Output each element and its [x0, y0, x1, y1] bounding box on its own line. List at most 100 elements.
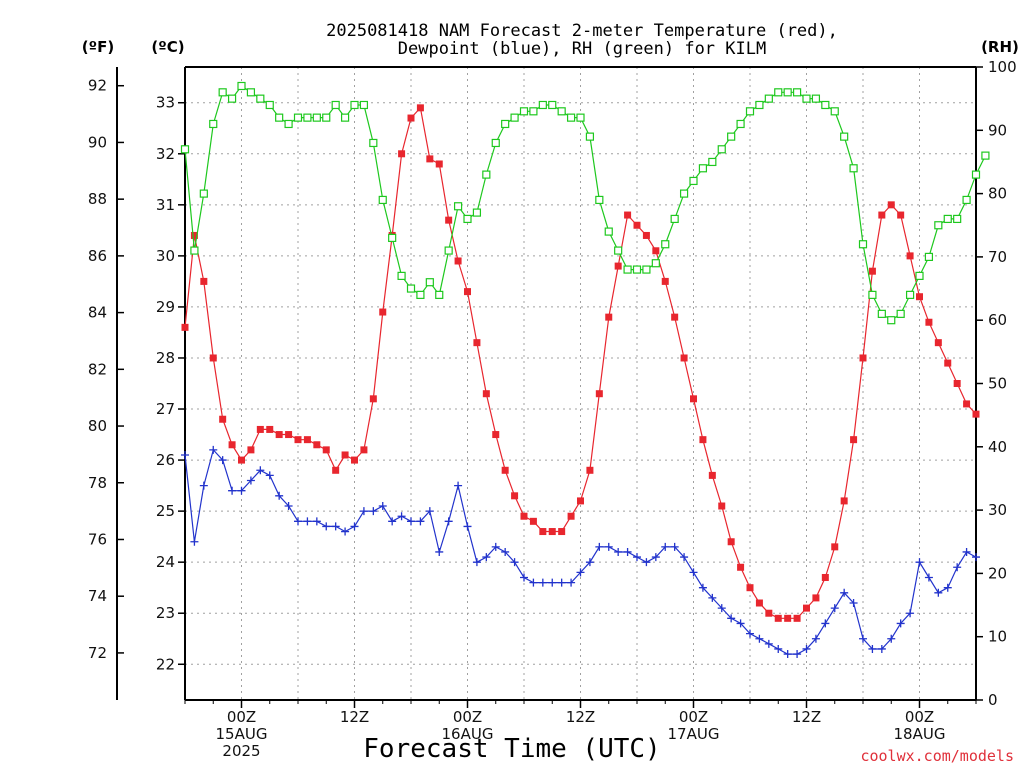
celsius-tick-label: 28 — [156, 349, 175, 367]
dewpoint-point — [529, 578, 538, 587]
dewpoint-point — [821, 619, 830, 628]
dewpoint-point — [633, 553, 641, 562]
dewpoint-point — [303, 517, 312, 526]
temperature-point — [916, 293, 923, 301]
dewpoint-point — [256, 466, 265, 475]
time-tick-label: 18AUG — [894, 725, 946, 743]
dewpoint-point — [284, 502, 293, 511]
dewpoint-point — [294, 517, 302, 526]
rh-tick-label: 0 — [988, 691, 998, 709]
temperature-point — [595, 390, 603, 398]
time-tick-label: 17AUG — [668, 725, 720, 743]
fahrenheit-tick-label: 78 — [88, 474, 107, 492]
rh-point — [246, 88, 256, 97]
rh-point — [303, 113, 312, 122]
temperature-point — [558, 528, 566, 536]
temperature-point — [765, 609, 773, 617]
rh-point — [256, 94, 265, 103]
dewpoint-point — [755, 634, 764, 643]
rh-point — [482, 170, 491, 179]
grid-lines — [185, 67, 976, 700]
rh-point — [802, 94, 811, 103]
rh-point — [783, 88, 792, 97]
x-axis-label: Forecast Time (UTC) — [363, 734, 660, 764]
dewpoint-point — [604, 542, 613, 551]
dewpoint-point — [237, 486, 246, 495]
dewpoint-point — [840, 588, 849, 597]
rh-point — [218, 88, 227, 97]
temperature-point — [464, 288, 471, 296]
temperature-point — [407, 114, 415, 122]
temperature-point — [661, 277, 669, 285]
temperature-point — [925, 318, 933, 326]
dewpoint-point — [482, 553, 491, 562]
rh-point — [340, 113, 350, 122]
fahrenheit-tick-label: 84 — [88, 304, 107, 322]
celsius-tick-label: 25 — [156, 502, 175, 520]
temperature-point — [614, 262, 622, 270]
rh-point — [934, 221, 943, 230]
dewpoint-point — [312, 517, 321, 526]
rh-point — [199, 189, 208, 198]
temperature-point — [831, 543, 839, 551]
temperature-point — [755, 599, 763, 607]
rh-point — [529, 107, 538, 116]
rh-point — [962, 195, 971, 205]
rh-point — [877, 309, 886, 318]
rh-point — [491, 138, 500, 148]
temperature-point — [548, 528, 556, 536]
temperature-point — [416, 104, 424, 112]
rh-tick-label: 70 — [988, 248, 1007, 266]
dewpoint-point — [491, 542, 500, 551]
rh-point — [868, 290, 877, 299]
rh-point — [915, 271, 924, 280]
temperature-point — [897, 211, 905, 219]
temperature-point — [624, 211, 632, 219]
celsius-tick-label: 23 — [156, 604, 175, 622]
temperature-point — [322, 446, 330, 454]
time-tick-label: 00Z — [905, 708, 934, 726]
temperature-point — [313, 441, 321, 449]
temperature-point — [586, 466, 594, 474]
rh-point — [378, 195, 387, 205]
rh-unit-label: (RH) — [981, 38, 1019, 56]
temperature-point — [944, 359, 952, 367]
dewpoint-point — [896, 619, 905, 628]
fahrenheit-tick-label: 88 — [88, 190, 107, 208]
rh-point — [576, 113, 585, 122]
temperature-point — [718, 502, 726, 510]
rh-point — [811, 94, 821, 103]
rh-tick-label: 80 — [988, 185, 1007, 203]
fahrenheit-tick-label: 86 — [88, 247, 107, 265]
rh-point — [501, 119, 510, 129]
rh-point — [435, 290, 444, 299]
rh-point — [209, 119, 218, 129]
temperature-point — [247, 446, 255, 454]
temperature-point — [275, 431, 283, 439]
temperature-point — [351, 456, 358, 464]
temperature-point — [303, 436, 311, 444]
rh-point — [792, 88, 802, 97]
temperature-point — [840, 497, 848, 505]
celsius-tick-label: 22 — [156, 655, 175, 673]
time-tick-label: 12Z — [566, 708, 595, 726]
rh-point — [736, 119, 745, 129]
dewpoint-point — [331, 522, 340, 531]
rh-point — [632, 265, 642, 274]
temperature-point — [285, 431, 293, 439]
rh-point — [293, 113, 303, 122]
rh-point — [463, 214, 472, 224]
dewpoint-point — [680, 553, 689, 562]
rh-point — [397, 271, 406, 280]
temperature-point — [605, 313, 613, 321]
fahrenheit-tick-label: 82 — [88, 360, 107, 378]
temperature-point — [435, 160, 443, 168]
rh-point — [717, 145, 726, 154]
rh-point — [322, 113, 331, 122]
fahrenheit-tick-label: 72 — [88, 644, 107, 662]
temperature-point — [793, 614, 801, 622]
rh-point — [275, 113, 284, 122]
dewpoint-point — [444, 517, 453, 526]
rh-point — [538, 100, 547, 110]
